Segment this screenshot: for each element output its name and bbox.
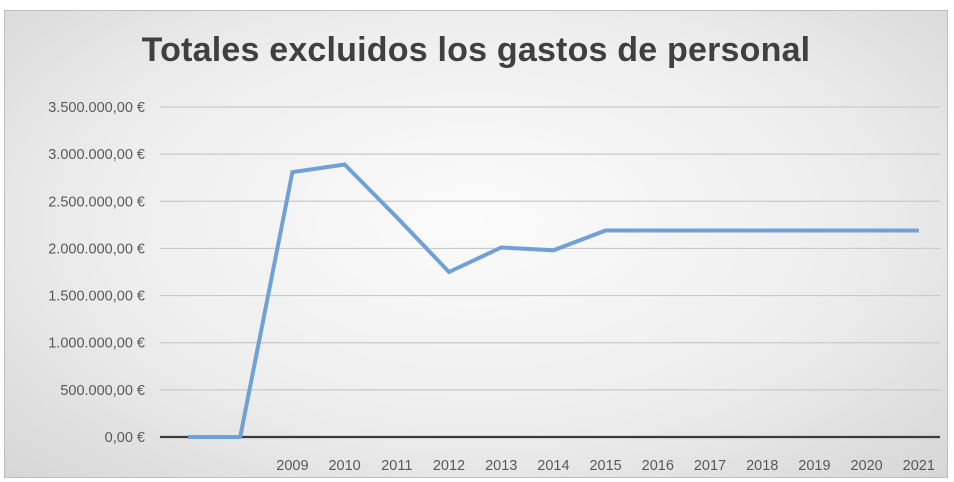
series-line bbox=[188, 162, 919, 439]
chart-title: Totales excluidos los gastos de personal bbox=[141, 31, 811, 69]
y-tick-label: 1.500.000,00 € bbox=[48, 289, 145, 305]
gridlines bbox=[160, 106, 940, 391]
chart-frame: Totales excluidos los gastos de personal bbox=[4, 10, 948, 478]
x-axis-tick-labels: 2009 2010 2011 2012 2013 2014 2015 2016 2017 2018… bbox=[276, 458, 935, 474]
y-tick-label: 2.000.000,00 € bbox=[48, 241, 145, 257]
x-tick-label: 2017 bbox=[694, 458, 726, 474]
y-tick-label: 1.000.000,00 € bbox=[48, 336, 145, 352]
x-tick-label: 2016 bbox=[642, 458, 674, 474]
y-tick-label: 3.500.000,00 € bbox=[48, 100, 145, 116]
x-tick-label: 2019 bbox=[798, 458, 830, 474]
x-tick-label: 2015 bbox=[589, 458, 621, 474]
y-tick-label: 0,00 € bbox=[105, 430, 145, 446]
x-tick-label: 2011 bbox=[381, 458, 412, 474]
y-tick-label: 500.000,00 € bbox=[60, 383, 145, 399]
x-tick-label: 2020 bbox=[850, 458, 882, 474]
x-tick-label: 2012 bbox=[433, 458, 465, 474]
y-tick-label: 3.000.000,00 € bbox=[48, 147, 145, 163]
x-tick-label: 2013 bbox=[485, 458, 517, 474]
y-axis-tick-labels: 0,00 € 500.000,00 € 1.000.000,00 € 1.500.00… bbox=[48, 100, 145, 446]
series-layer bbox=[187, 162, 919, 439]
x-tick-label: 2018 bbox=[746, 458, 778, 474]
x-tick-label: 2009 bbox=[276, 458, 308, 474]
x-tick-label: 2014 bbox=[537, 458, 569, 474]
x-tick-label: 2021 bbox=[903, 458, 935, 474]
y-tick-label: 2.500.000,00 € bbox=[48, 194, 145, 210]
x-tick-label: 2010 bbox=[328, 458, 360, 474]
